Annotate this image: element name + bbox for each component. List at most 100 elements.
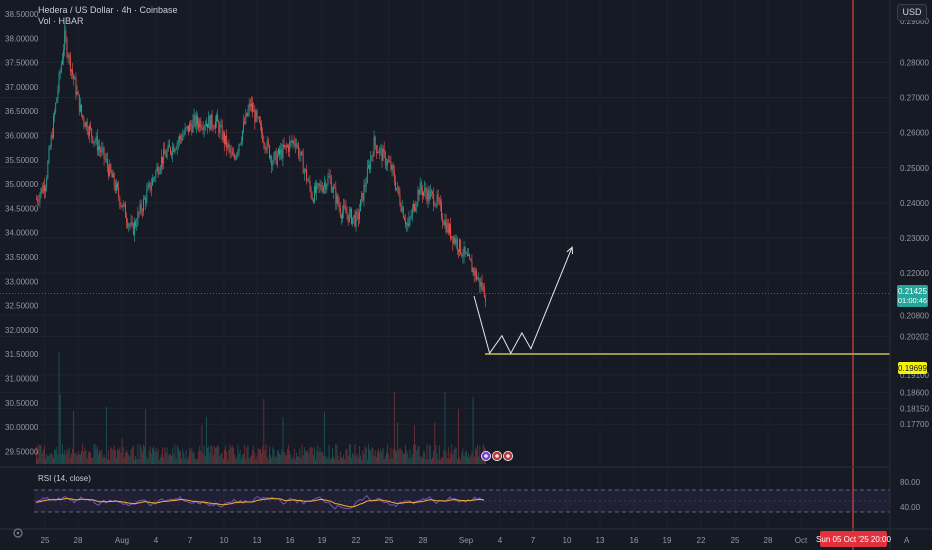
volume-bar bbox=[145, 409, 147, 464]
settings-gear-icon[interactable] bbox=[13, 528, 23, 538]
volume-bar bbox=[432, 457, 433, 464]
left-price-axis[interactable]: 38.50000 38.00000 37.50000 37.00000 36.50000… bbox=[5, 10, 39, 456]
candle-body bbox=[338, 204, 340, 208]
candle-body bbox=[143, 199, 144, 212]
candle-body bbox=[263, 141, 265, 145]
candle-body bbox=[316, 183, 318, 193]
auto-scale-button[interactable]: A bbox=[904, 536, 910, 545]
volume-bar bbox=[474, 447, 476, 464]
volume-bar bbox=[153, 446, 154, 464]
candle-body bbox=[362, 192, 364, 201]
left-axis-tick: 37.50000 bbox=[5, 59, 39, 68]
candle-body bbox=[330, 179, 332, 193]
candle-body bbox=[374, 136, 376, 146]
flag-icon[interactable] bbox=[480, 450, 491, 461]
volume-bar bbox=[465, 450, 467, 464]
left-axis-tick: 35.00000 bbox=[5, 180, 39, 189]
candle-body bbox=[198, 123, 199, 128]
left-axis-tick: 38.00000 bbox=[5, 34, 39, 43]
flag-icon[interactable] bbox=[491, 450, 502, 461]
candle-body bbox=[458, 249, 459, 252]
volume-bar bbox=[396, 451, 397, 464]
volume-bar bbox=[305, 450, 306, 464]
candle-body bbox=[239, 143, 241, 145]
volume-bar bbox=[235, 459, 237, 464]
candle-body bbox=[212, 126, 214, 129]
candle-body bbox=[58, 72, 60, 91]
volume-bar bbox=[53, 458, 54, 464]
candle-body bbox=[105, 159, 107, 160]
candle-body bbox=[266, 140, 268, 150]
candle-body bbox=[227, 143, 229, 149]
candle-body bbox=[245, 113, 247, 124]
volume-bar bbox=[387, 444, 388, 464]
rsi-indicator-label[interactable]: RSI (14, close) bbox=[38, 474, 91, 483]
volume-bar bbox=[395, 449, 396, 464]
candle-body bbox=[149, 182, 151, 191]
candle-body bbox=[427, 189, 429, 202]
volume-bar bbox=[468, 453, 469, 464]
candle-body bbox=[267, 140, 269, 146]
currency-button[interactable]: USD bbox=[897, 4, 927, 21]
candle-body bbox=[300, 151, 302, 156]
volume-bar bbox=[440, 459, 441, 464]
volume-bar bbox=[462, 448, 464, 464]
candle-body bbox=[365, 183, 367, 187]
time-axis[interactable]: 25 28 Aug 4 7 10 13 16 19 22 25 28 Sep 4 7 10 13 16 19 22 25… bbox=[41, 536, 808, 545]
candle-body bbox=[74, 77, 76, 80]
date-tag-text: Sun 05 Oct '25 20:00 bbox=[816, 535, 891, 544]
volume-bar bbox=[291, 459, 293, 464]
candle-body bbox=[186, 125, 188, 128]
candle-body bbox=[485, 297, 486, 302]
volume-bar bbox=[371, 447, 373, 464]
candle-body bbox=[236, 153, 238, 159]
right-price-axis[interactable]: 0.29000 0.28000 0.27000 0.26000 0.25000 0.240… bbox=[900, 17, 929, 429]
volume-bar bbox=[469, 457, 471, 464]
time-axis-tick: 7 bbox=[531, 536, 536, 545]
symbol-title[interactable]: Hedera / US Dollar · 4h · Coinbase bbox=[38, 5, 178, 15]
candle-body bbox=[95, 136, 97, 142]
volume-bar bbox=[41, 453, 43, 464]
volume-bar bbox=[258, 449, 260, 464]
volume-bar bbox=[50, 453, 52, 464]
volume-bar bbox=[335, 444, 337, 464]
candle-body bbox=[431, 191, 432, 193]
volume-bar bbox=[251, 455, 252, 464]
candle-body bbox=[416, 202, 418, 208]
candle-body bbox=[146, 190, 148, 203]
time-axis-tick: 28 bbox=[764, 536, 773, 545]
volume-bar bbox=[82, 444, 84, 464]
volume-bar bbox=[217, 445, 219, 464]
volume-bar bbox=[452, 454, 454, 464]
volume-bar bbox=[47, 455, 49, 464]
candle-body bbox=[182, 135, 184, 141]
price-tag-bg bbox=[897, 285, 928, 307]
event-icons[interactable] bbox=[480, 450, 513, 461]
volume-bar bbox=[51, 454, 53, 464]
candle-body bbox=[76, 91, 78, 95]
volume-indicator-label[interactable]: Vol · HBAR bbox=[38, 16, 84, 26]
flag-icon[interactable] bbox=[502, 450, 513, 461]
volume-bar bbox=[350, 444, 351, 464]
candle-body bbox=[314, 186, 315, 203]
volume-bar bbox=[453, 449, 455, 464]
volume-bar bbox=[348, 444, 350, 464]
volume-bar bbox=[131, 447, 133, 464]
candle-body bbox=[415, 207, 417, 211]
candle-body bbox=[93, 141, 95, 143]
rsi-ma-line bbox=[35, 498, 484, 508]
volume-bar bbox=[125, 452, 126, 464]
candle-body bbox=[54, 112, 55, 117]
volume-bar bbox=[134, 459, 135, 464]
candle-body bbox=[397, 186, 399, 188]
volume-bar bbox=[105, 406, 107, 464]
candle-body bbox=[265, 148, 267, 150]
time-axis-tick: 19 bbox=[318, 536, 327, 545]
volume-bar bbox=[150, 453, 152, 464]
candle-body bbox=[282, 144, 284, 159]
candle-body bbox=[288, 145, 289, 152]
candle-body bbox=[64, 30, 66, 50]
projected-path[interactable] bbox=[473, 247, 573, 355]
volume-bar bbox=[114, 450, 116, 464]
